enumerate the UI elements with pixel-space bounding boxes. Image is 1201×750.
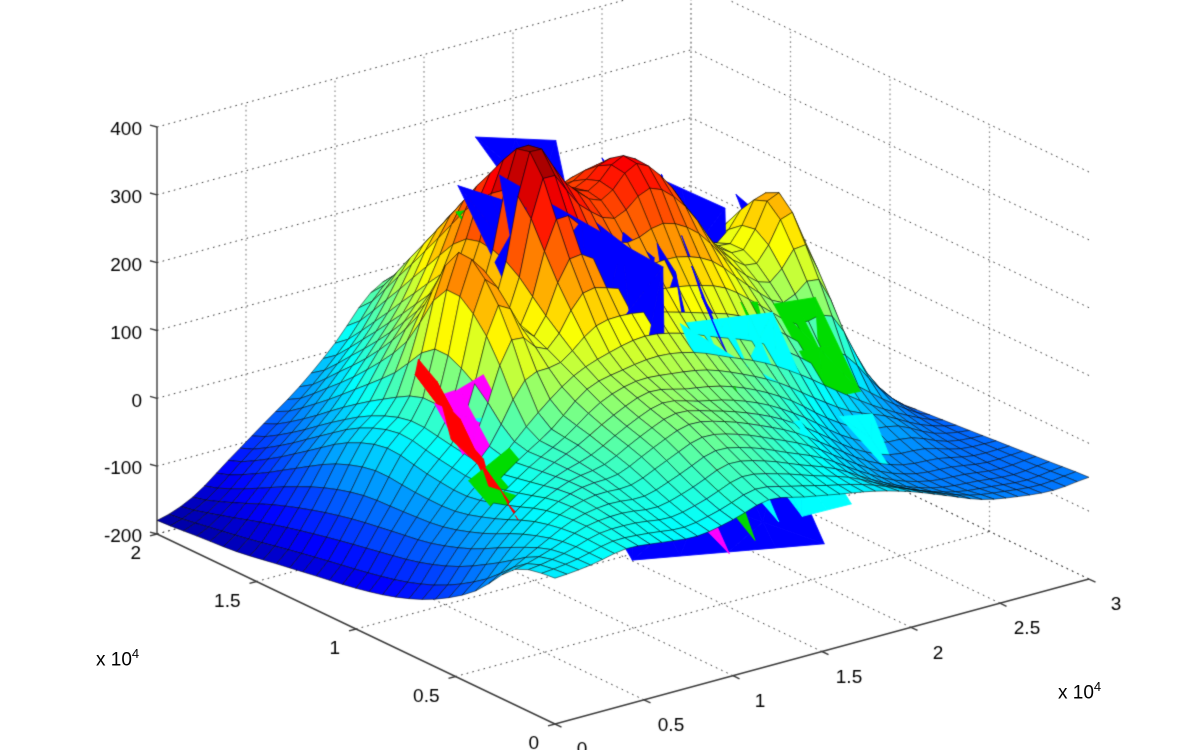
x-axis-exponent-base: x 10	[1058, 682, 1094, 704]
y-axis-exponent-base: x 10	[96, 649, 132, 671]
x-axis-exponent-power: 4	[1093, 679, 1102, 694]
y-axis-exponent-power: 4	[131, 646, 140, 661]
y-axis-exponent-label: x 104	[96, 646, 139, 671]
x-axis-exponent-label: x 104	[1058, 679, 1101, 704]
